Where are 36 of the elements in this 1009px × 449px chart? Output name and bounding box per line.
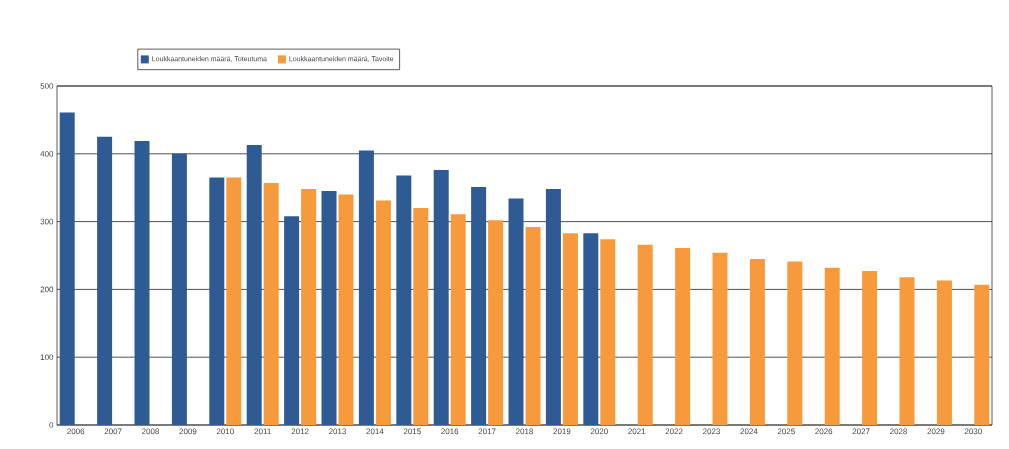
bar: [824, 267, 840, 425]
bar: [263, 182, 279, 425]
bar: [712, 252, 728, 425]
bar: [338, 194, 354, 425]
bar: [321, 191, 337, 425]
bar: [862, 271, 878, 425]
bar: [675, 248, 691, 425]
bar: [508, 198, 524, 425]
bar: [134, 140, 150, 425]
bar: [936, 280, 952, 425]
bar: [450, 214, 466, 425]
bar: [209, 177, 225, 425]
bar: [749, 258, 765, 425]
bar: [471, 187, 487, 425]
bar: [974, 284, 990, 425]
bar: [488, 220, 504, 425]
bar: [583, 233, 599, 425]
bar: [562, 233, 578, 425]
bar: [413, 208, 429, 425]
bar: [525, 227, 541, 425]
bar: [59, 112, 75, 425]
bar: [246, 144, 262, 425]
bar: [600, 239, 616, 425]
bar: [396, 175, 412, 425]
bar: [171, 153, 187, 425]
bar: [637, 244, 653, 425]
bar: [301, 189, 317, 425]
bar: [787, 261, 803, 425]
bar: [899, 277, 915, 425]
bar: [433, 170, 449, 425]
bar: [545, 189, 561, 425]
bar: [97, 136, 113, 425]
bar: [358, 150, 374, 425]
bar: [375, 200, 391, 425]
bar: [226, 177, 242, 425]
bar: [284, 216, 300, 425]
